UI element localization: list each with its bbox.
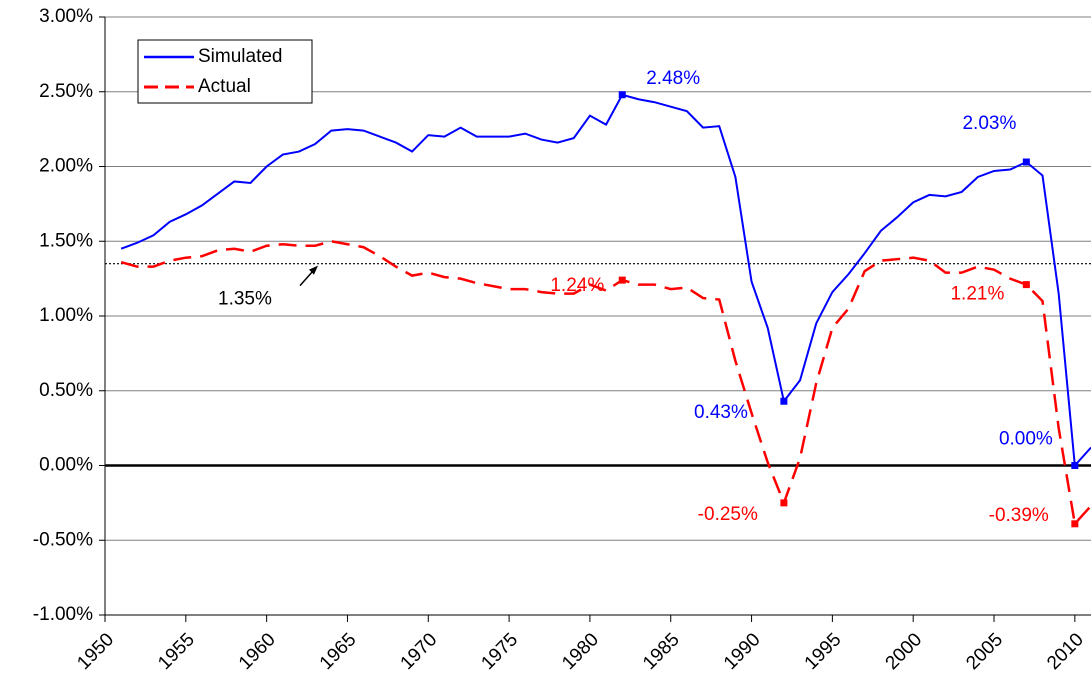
y-tick-label: 1.50% xyxy=(39,230,93,251)
value-label: 2.48% xyxy=(646,68,700,89)
x-tick-label: 1960 xyxy=(235,629,280,674)
y-tick-label: 0.00% xyxy=(39,455,93,476)
y-tick-label: -0.50% xyxy=(33,529,93,550)
value-label: -0.25% xyxy=(698,504,758,525)
point-marker xyxy=(780,499,788,507)
y-tick-label: -1.00% xyxy=(33,604,93,625)
value-label: 1.24% xyxy=(550,275,604,296)
x-tick-label: 1990 xyxy=(720,629,765,674)
point-marker xyxy=(618,91,626,99)
point-marker xyxy=(1071,462,1079,469)
x-tick-label: 1995 xyxy=(801,629,846,674)
x-tick-label: 1965 xyxy=(316,629,361,674)
legend-label: Actual xyxy=(198,76,251,97)
point-marker xyxy=(780,397,788,405)
x-tick-label: 1975 xyxy=(477,629,522,674)
series-line xyxy=(120,93,1091,468)
y-tick-label: 0.50% xyxy=(39,380,93,401)
x-tick-label: 2000 xyxy=(882,629,927,674)
legend-label: Simulated xyxy=(198,46,283,67)
value-label: 2.03% xyxy=(962,113,1016,134)
legend-box xyxy=(137,39,313,104)
series-line xyxy=(120,239,1091,527)
value-label: 0.43% xyxy=(694,402,748,423)
y-tick-label: 1.00% xyxy=(39,305,93,326)
value-label: 0.00% xyxy=(999,429,1053,450)
value-label: -0.39% xyxy=(989,505,1049,526)
point-marker xyxy=(1022,158,1030,166)
x-tick-label: 2005 xyxy=(962,629,1007,674)
x-tick-label: 1955 xyxy=(154,629,199,674)
x-tick-label: 1950 xyxy=(73,629,118,674)
y-tick-label: 2.00% xyxy=(39,156,93,177)
y-tick-label: 2.50% xyxy=(39,81,93,102)
point-marker xyxy=(618,276,626,284)
value-label: 1.21% xyxy=(950,284,1004,305)
x-tick-label: 1970 xyxy=(397,629,442,674)
point-marker xyxy=(1022,281,1030,289)
reference-arrowhead xyxy=(309,265,318,275)
x-tick-label: 2010 xyxy=(1043,629,1088,674)
y-tick-label: 3.00% xyxy=(39,6,93,27)
x-tick-label: 1985 xyxy=(639,629,684,674)
point-marker xyxy=(1071,520,1079,528)
reference-label: 1.35% xyxy=(218,289,272,310)
x-tick-label: 1980 xyxy=(558,629,603,674)
